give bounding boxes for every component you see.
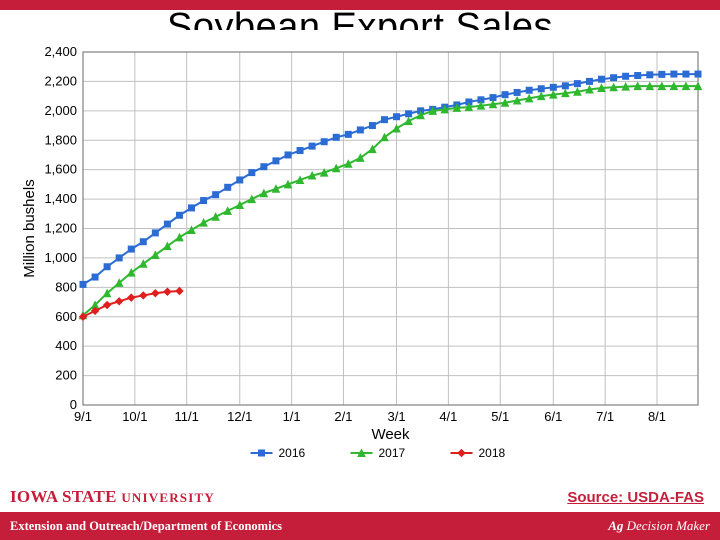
svg-text:200: 200 [55,368,77,383]
svg-text:Million bushels: Million bushels [21,179,38,277]
isu-text-a: IOWA STATE [10,487,121,506]
svg-text:400: 400 [55,338,77,353]
svg-text:8/1: 8/1 [648,409,666,424]
footer-right-logo: Ag Decision Maker [608,518,710,534]
svg-text:5/1: 5/1 [491,409,509,424]
isu-logo: IOWA STATE UNIVERSITY [10,487,215,507]
svg-text:2017: 2017 [379,446,406,460]
svg-text:1,600: 1,600 [44,162,77,177]
svg-text:600: 600 [55,309,77,324]
svg-text:6/1: 6/1 [544,409,562,424]
svg-text:9/1: 9/1 [74,409,92,424]
svg-text:1,800: 1,800 [44,132,77,147]
footer-left-text: Extension and Outreach/Department of Eco… [10,519,282,534]
svg-text:2016: 2016 [279,446,306,460]
svg-text:3/1: 3/1 [387,409,405,424]
svg-text:1,000: 1,000 [44,250,77,265]
line-chart: 02004006008001,0001,2001,4001,6001,8002,… [18,30,708,465]
svg-text:4/1: 4/1 [439,409,457,424]
svg-text:2,400: 2,400 [44,44,77,59]
svg-text:2,000: 2,000 [44,103,77,118]
svg-text:11/1: 11/1 [175,409,199,424]
svg-text:2,200: 2,200 [44,73,77,88]
footer-dm: Decision Maker [623,518,710,533]
svg-text:2/1: 2/1 [334,409,352,424]
footer-bar: Extension and Outreach/Department of Eco… [0,512,720,540]
footer-ag: Ag [608,518,623,533]
svg-text:7/1: 7/1 [596,409,614,424]
svg-text:2018: 2018 [479,446,506,460]
svg-text:1/1: 1/1 [283,409,301,424]
svg-text:800: 800 [55,279,77,294]
chart-container: 02004006008001,0001,2001,4001,6001,8002,… [18,30,708,465]
svg-text:Week: Week [371,426,410,443]
svg-text:1,200: 1,200 [44,221,77,236]
svg-text:1,400: 1,400 [44,191,77,206]
svg-text:10/1: 10/1 [122,409,147,424]
isu-text-b: UNIVERSITY [121,490,215,505]
svg-text:12/1: 12/1 [227,409,252,424]
source-label: Source: USDA-FAS [567,489,704,506]
